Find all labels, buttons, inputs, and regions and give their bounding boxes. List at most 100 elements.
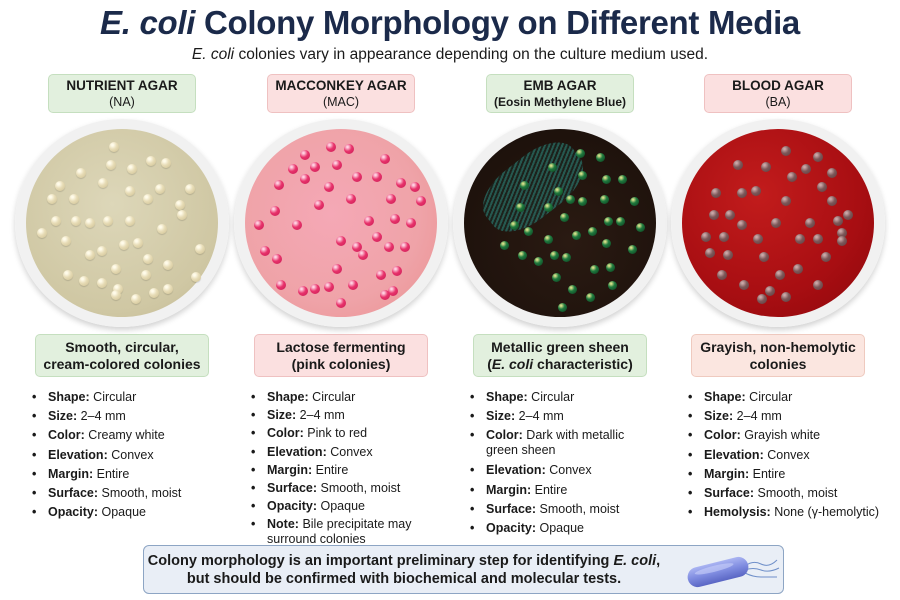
colony: [635, 222, 645, 232]
description-line: Metallic green sheen: [491, 339, 629, 355]
colony: [709, 210, 719, 220]
property-item: Margin: Entire: [251, 461, 451, 479]
colony: [761, 162, 771, 172]
colony: [111, 290, 121, 300]
colony: [813, 280, 823, 290]
colony: [55, 181, 65, 191]
colony: [270, 206, 280, 216]
colony: [801, 164, 811, 174]
colony: [817, 182, 827, 192]
colony: [759, 252, 769, 262]
colony: [260, 246, 270, 256]
subtitle-rest: colonies vary in appearance depending on…: [234, 46, 709, 63]
description-line: colonies: [749, 356, 807, 372]
colony: [533, 256, 543, 266]
property-item: Margin: Entire: [470, 481, 670, 500]
media-column-nutrient-agar: NUTRIENT AGAR (NA) Smooth, circular, cre…: [12, 74, 232, 523]
colony: [51, 216, 61, 226]
colony: [765, 286, 775, 296]
colony: [352, 172, 362, 182]
colony: [833, 216, 843, 226]
colony: [793, 264, 803, 274]
colony: [79, 276, 89, 286]
colony: [737, 188, 747, 198]
colony: [177, 210, 187, 220]
colony: [805, 218, 815, 228]
colony: [332, 160, 342, 170]
property-item: Surface: Smooth, moist: [251, 479, 451, 497]
property-item: Shape: Circular: [251, 388, 451, 406]
colony-description: Lactose fermenting (pink colonies): [254, 334, 428, 377]
title-italic: E. coli: [100, 4, 196, 41]
property-list: Shape: Circular Size: 2–4 mm Color: Pink…: [251, 388, 451, 547]
colony: [358, 250, 368, 260]
description-line: (E. coli characteristic): [487, 356, 633, 372]
colony: [601, 238, 611, 248]
colony: [348, 280, 358, 290]
colony: [589, 264, 599, 274]
colony: [575, 148, 585, 158]
media-label: BLOOD AGAR (BA): [704, 74, 852, 113]
colony-description: Metallic green sheen (E. coli characteri…: [473, 334, 647, 377]
colony: [827, 196, 837, 206]
colony: [595, 152, 605, 162]
property-item: Elevation: Convex: [251, 443, 451, 461]
colony: [627, 244, 637, 254]
property-item: Shape: Circular: [688, 388, 888, 407]
colony: [146, 156, 156, 166]
property-item: Size: 2–4 mm: [688, 407, 888, 426]
colony: [757, 294, 767, 304]
property-item: Color: Pink to red: [251, 424, 451, 442]
colony: [837, 236, 847, 246]
colony: [372, 232, 382, 242]
colony: [127, 164, 137, 174]
colony: [61, 236, 71, 246]
media-name: EMB AGAR: [523, 78, 597, 93]
colony: [571, 230, 581, 240]
media-abbrev: (MAC): [322, 95, 360, 109]
colony: [300, 150, 310, 160]
colony: [523, 226, 533, 236]
property-list: Shape: Circular Size: 2–4 mm Color: Dark…: [470, 388, 670, 538]
media-name: BLOOD AGAR: [732, 78, 824, 93]
media-abbrev: (Eosin Methylene Blue): [493, 95, 627, 109]
colony: [605, 262, 615, 272]
property-item: Elevation: Convex: [32, 446, 232, 465]
colony: [565, 194, 575, 204]
colony: [705, 248, 715, 258]
colony: [310, 162, 320, 172]
colony: [751, 186, 761, 196]
colony: [163, 284, 173, 294]
colony: [326, 142, 336, 152]
description-line: (pink colonies): [291, 356, 391, 372]
property-item: Shape: Circular: [470, 388, 670, 407]
property-item: Margin: Entire: [32, 465, 232, 484]
property-item: Opacity: Opaque: [470, 519, 670, 538]
colony: [392, 266, 402, 276]
description-line: Grayish, non-hemolytic: [700, 339, 856, 355]
colony: [711, 188, 721, 198]
colony: [795, 234, 805, 244]
colony: [157, 224, 167, 234]
agar-surface: [245, 129, 437, 317]
colony: [276, 280, 286, 290]
colony: [617, 174, 627, 184]
colony: [615, 216, 625, 226]
colony: [543, 234, 553, 244]
media-column-emb-agar: EMB AGAR (Eosin Methylene Blue) Metallic…: [450, 74, 670, 538]
colony: [577, 170, 587, 180]
colony: [567, 284, 577, 294]
property-item: Size: 2–4 mm: [470, 407, 670, 426]
colony: [47, 194, 57, 204]
colony: [386, 194, 396, 204]
colony: [416, 196, 426, 206]
colony: [499, 240, 509, 250]
colony: [298, 286, 308, 296]
colony: [254, 220, 264, 230]
footer-line: Colony morphology is an important prelim…: [147, 553, 661, 569]
property-item: Note: Bile precipitate may surround colo…: [251, 517, 421, 547]
colony: [346, 194, 356, 204]
media-column-blood-agar: BLOOD AGAR (BA) Grayish, non-hemolytic c…: [668, 74, 888, 523]
colony: [97, 246, 107, 256]
property-item: Opacity: Opaque: [251, 497, 451, 515]
